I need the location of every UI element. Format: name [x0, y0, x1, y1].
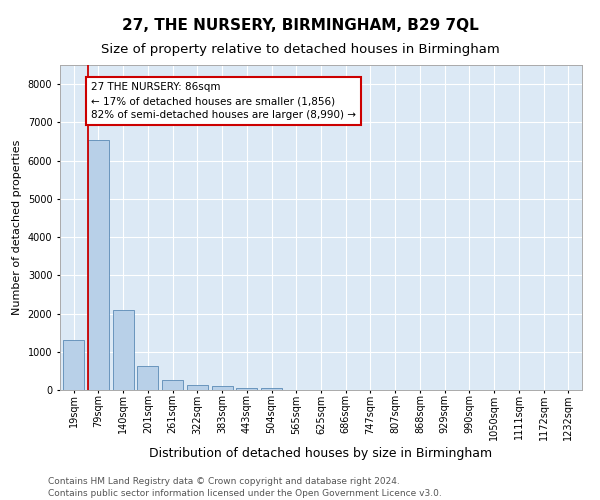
- Bar: [261, 388, 282, 390]
- Text: 27 THE NURSERY: 86sqm
← 17% of detached houses are smaller (1,856)
82% of semi-d: 27 THE NURSERY: 86sqm ← 17% of detached …: [91, 82, 356, 120]
- Text: 27, THE NURSERY, BIRMINGHAM, B29 7QL: 27, THE NURSERY, BIRMINGHAM, B29 7QL: [122, 18, 478, 32]
- Bar: [162, 380, 183, 390]
- Y-axis label: Number of detached properties: Number of detached properties: [12, 140, 22, 315]
- X-axis label: Distribution of detached houses by size in Birmingham: Distribution of detached houses by size …: [149, 446, 493, 460]
- Bar: [137, 366, 158, 390]
- Bar: [212, 386, 233, 390]
- Text: Size of property relative to detached houses in Birmingham: Size of property relative to detached ho…: [101, 42, 499, 56]
- Bar: [236, 388, 257, 390]
- Bar: [187, 385, 208, 390]
- Bar: [63, 340, 84, 390]
- Text: Contains HM Land Registry data © Crown copyright and database right 2024.
Contai: Contains HM Land Registry data © Crown c…: [48, 476, 442, 498]
- Bar: [88, 140, 109, 390]
- Bar: [113, 310, 134, 390]
